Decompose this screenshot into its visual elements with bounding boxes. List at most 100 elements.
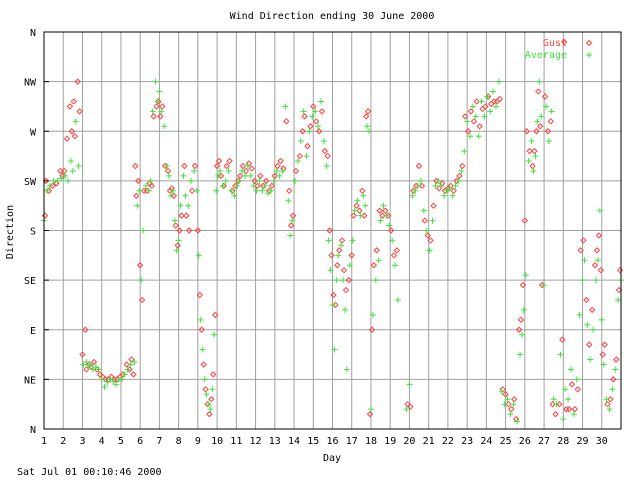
average-point [205,401,212,408]
gust-point [239,162,247,170]
average-point [409,192,416,199]
x-tick-label: 23 [461,436,473,447]
gust-point [541,93,549,100]
average-point [403,406,410,413]
average-point [441,192,448,199]
average-point [262,182,269,189]
gust-point [438,180,446,187]
average-point [360,192,367,199]
gust-point [565,405,573,413]
average-point [541,282,548,289]
average-point [171,217,178,224]
x-tick-label: 12 [250,436,262,447]
average-point [145,187,152,194]
average-point [532,153,539,160]
average-point [199,346,206,353]
gust-point [274,162,281,170]
gust-point [63,135,71,142]
average-point [241,172,248,179]
average-point [386,222,393,229]
gust-point [226,157,233,165]
average-point [514,418,521,425]
average-point [197,316,204,323]
gust-point [132,162,139,170]
gust-point [229,187,236,195]
average-point [596,207,603,214]
average-point [282,103,289,110]
gust-point [593,247,601,254]
average-point [169,187,176,194]
gust-point [208,396,215,403]
x-tick-label: 11 [230,436,242,447]
x-tick-label: 19 [384,436,396,447]
average-point [525,158,532,165]
average-point [294,158,301,165]
gust-point [526,147,533,155]
gust-point [450,187,457,195]
average-point [452,182,459,189]
gust-point [462,113,469,120]
average-point [579,277,586,284]
average-point [510,401,517,408]
gust-point [499,386,506,393]
average-point [426,247,433,254]
gust-point [508,405,515,413]
average-point [394,296,401,303]
average-point [142,182,149,189]
gust-point [561,38,568,46]
x-tick-label: 9 [195,436,201,447]
average-point [244,162,251,169]
average-point [312,108,319,115]
average-point [567,366,574,373]
average-point [173,247,180,254]
average-point [250,182,257,189]
average-point [598,316,605,323]
gust-point [153,103,160,110]
average-point [149,108,156,115]
gust-point [79,351,86,358]
legend-gust-symbol [585,39,593,47]
average-point [357,212,364,219]
gust-point [390,252,398,259]
y-axis-label: Direction [5,205,16,259]
average-point [101,383,108,390]
average-point [435,177,442,184]
average-point [180,172,187,179]
gust-point [473,98,480,105]
gust-point [345,276,353,284]
average-point [501,401,508,408]
average-point [253,187,260,194]
x-tick-label: 24 [480,436,492,447]
average-point [375,257,382,264]
gust-point [511,396,518,403]
gust-point [595,232,603,239]
average-point [309,113,316,120]
average-point [545,138,552,145]
gust-point [393,247,401,254]
gust-point [301,113,308,120]
average-point [222,177,229,184]
gust-point [370,262,378,269]
gust-point [254,182,261,190]
gust-point [373,247,380,254]
average-point [565,396,572,403]
average-point [389,237,396,244]
average-point [584,321,591,328]
average-point [134,202,141,209]
legend-gust-marker [585,39,593,47]
gust-point [361,212,368,219]
gust-point [148,182,155,190]
gust-point [76,108,83,115]
gust-point [194,227,202,234]
gust-point [340,266,348,274]
gust-point [604,400,611,408]
average-point [417,177,424,184]
average-point [438,182,445,189]
x-tick-label: 15 [307,436,319,447]
average-point [191,167,198,174]
average-point [557,351,564,358]
average-point [550,396,557,403]
average-point [612,366,619,373]
average-point [573,376,580,383]
x-tick-label: 22 [442,436,454,447]
